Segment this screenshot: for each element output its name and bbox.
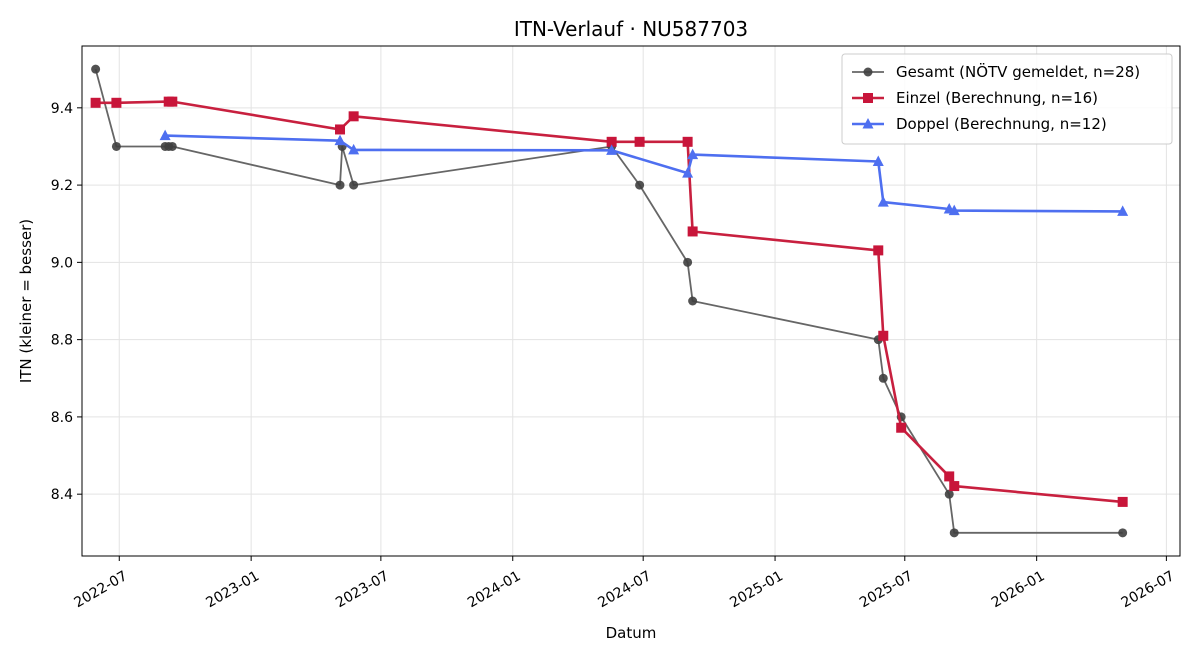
data-point-doppel [348, 143, 360, 155]
y-tick-label: 8.6 [51, 410, 73, 426]
series-doppel [159, 129, 1129, 216]
data-point-doppel [606, 144, 618, 155]
data-point-doppel [948, 204, 960, 216]
data-point-gesamt [167, 141, 177, 151]
legend-marker [862, 118, 874, 129]
y-tick-label: 9.0 [51, 255, 73, 271]
chart-title: ITN-Verlauf · NU587703 [514, 17, 748, 41]
data-point-gesamt [683, 257, 693, 267]
data-point-gesamt [91, 64, 101, 74]
data-point-einzel [606, 136, 617, 147]
series-gesamt [91, 64, 1128, 538]
data-point-doppel [877, 196, 889, 207]
plot-frame [81, 45, 1181, 557]
data-point-einzel [111, 97, 122, 108]
data-point-einzel [687, 226, 698, 237]
data-point-doppel [334, 134, 346, 146]
series-einzel [90, 96, 1128, 507]
data-point-gesamt [349, 180, 359, 190]
data-point-einzel [90, 97, 101, 108]
data-point-doppel [1117, 205, 1129, 216]
data-point-gesamt [944, 489, 954, 499]
data-point-doppel [872, 155, 884, 167]
legend-item-doppel: Doppel (Berechnung, n=12) [852, 115, 1107, 133]
data-point-einzel [1117, 496, 1128, 507]
data-point-gesamt [1118, 528, 1128, 538]
legend-box [841, 53, 1173, 145]
data-point-einzel [949, 481, 960, 492]
legend-item-gesamt: Gesamt (NÖTV gemeldet, n=28) [852, 62, 1140, 81]
data-point-einzel [873, 245, 884, 256]
legend-label: Einzel (Berechnung, n=16) [896, 89, 1098, 107]
y-tick-label: 8.4 [51, 487, 73, 503]
data-point-doppel [682, 167, 694, 178]
data-point-einzel [634, 136, 645, 147]
data-point-einzel [878, 330, 889, 341]
y-axis-label: ITN (kleiner = besser) [17, 219, 35, 383]
data-point-einzel [335, 124, 346, 135]
y-tick-label: 8.8 [51, 333, 73, 349]
x-axis-label: Datum [606, 624, 657, 642]
y-tick-label: 9.4 [51, 101, 73, 117]
legend-item-einzel: Einzel (Berechnung, n=16) [852, 89, 1098, 107]
legend-label: Doppel (Berechnung, n=12) [896, 115, 1107, 133]
data-point-gesamt [335, 180, 345, 190]
data-point-gesamt [878, 373, 888, 383]
series-layer [90, 64, 1129, 538]
legend-label: Gesamt (NÖTV gemeldet, n=28) [896, 62, 1140, 81]
data-point-einzel [682, 136, 693, 147]
data-point-gesamt [111, 141, 121, 151]
y-tick-label: 9.2 [51, 178, 73, 194]
data-point-einzel [167, 96, 178, 107]
data-point-einzel [896, 422, 907, 433]
data-point-einzel [348, 111, 359, 122]
data-point-gesamt [635, 180, 645, 190]
legend-marker [863, 67, 873, 77]
data-point-gesamt [949, 528, 959, 538]
data-point-doppel [687, 148, 699, 160]
data-point-gesamt [688, 296, 698, 306]
data-point-einzel [944, 471, 955, 482]
data-point-doppel [159, 129, 171, 141]
legend-marker [863, 93, 873, 103]
legend: Gesamt (NÖTV gemeldet, n=28) Einzel (Bere… [841, 53, 1173, 145]
